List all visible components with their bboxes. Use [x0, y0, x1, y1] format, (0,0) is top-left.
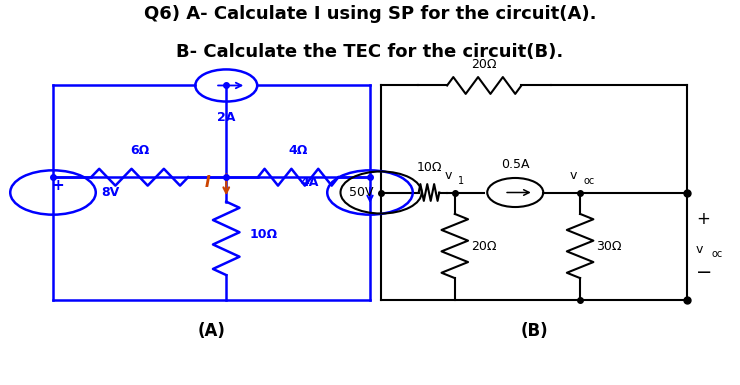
Text: oc: oc [711, 249, 722, 259]
Text: oc: oc [583, 176, 594, 186]
Text: I: I [204, 176, 210, 191]
Text: 30Ω: 30Ω [596, 239, 622, 253]
Text: 10Ω: 10Ω [250, 228, 278, 241]
Text: (A): (A) [198, 323, 226, 340]
Text: 4A: 4A [300, 176, 318, 189]
Text: 6Ω: 6Ω [130, 144, 149, 157]
Text: 8V: 8V [101, 186, 119, 199]
Text: 50V: 50V [349, 186, 374, 199]
Text: 20Ω: 20Ω [471, 58, 497, 71]
Text: 4Ω: 4Ω [289, 144, 308, 157]
Text: B- Calculate the TEC for the circuit(B).: B- Calculate the TEC for the circuit(B). [176, 44, 564, 62]
Text: Q6) A- Calculate I using SP for the circuit(A).: Q6) A- Calculate I using SP for the circ… [144, 5, 596, 23]
Text: v: v [696, 243, 703, 256]
Text: 20Ω: 20Ω [471, 239, 497, 253]
Text: 1: 1 [458, 176, 464, 186]
Text: +: + [52, 178, 64, 193]
Text: v: v [445, 169, 452, 182]
Text: v: v [570, 169, 577, 182]
Text: +: + [696, 210, 710, 228]
Text: 0.5A: 0.5A [501, 159, 530, 171]
Text: (B): (B) [520, 323, 548, 340]
Text: 2A: 2A [217, 112, 235, 124]
Text: 10Ω: 10Ω [416, 161, 442, 174]
Text: −: − [696, 263, 712, 282]
